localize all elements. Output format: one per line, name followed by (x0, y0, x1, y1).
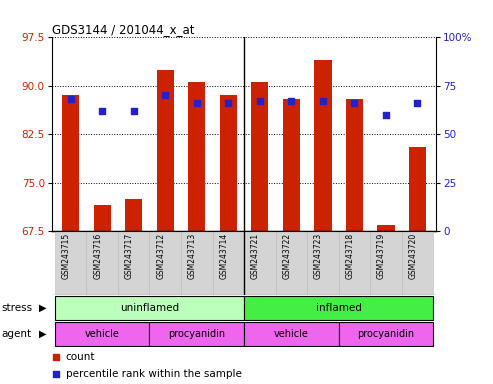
Text: GSM243712: GSM243712 (156, 233, 165, 279)
Bar (346, 99, 363, 231)
Bar (244, 322, 339, 346)
Bar (282, 99, 300, 231)
Bar (307, 231, 339, 295)
Bar (149, 231, 181, 295)
Text: inflamed: inflamed (316, 303, 361, 313)
Text: GSM243714: GSM243714 (219, 233, 228, 279)
Text: procyanidin: procyanidin (168, 329, 225, 339)
Bar (118, 231, 149, 295)
Bar (377, 225, 394, 231)
Text: procyanidin: procyanidin (357, 329, 415, 339)
Bar (251, 83, 269, 231)
Text: vehicle: vehicle (85, 329, 120, 339)
Text: count: count (66, 352, 95, 362)
Bar (94, 205, 111, 231)
Bar (62, 95, 79, 231)
Point (382, 112, 390, 118)
Text: percentile rank within the sample: percentile rank within the sample (66, 369, 242, 379)
Text: GSM243717: GSM243717 (125, 233, 134, 279)
Point (205, 291, 213, 297)
Text: stress: stress (1, 303, 33, 313)
Bar (212, 231, 244, 295)
Point (161, 92, 169, 98)
Bar (339, 231, 370, 295)
Text: vehicle: vehicle (274, 329, 309, 339)
Point (319, 98, 327, 104)
Bar (86, 231, 118, 295)
Text: GSM243720: GSM243720 (408, 233, 418, 279)
Text: GDS3144 / 201044_x_at: GDS3144 / 201044_x_at (52, 23, 194, 36)
Point (98, 108, 106, 114)
Text: GSM243715: GSM243715 (62, 233, 70, 279)
Bar (276, 231, 307, 295)
Text: GSM243719: GSM243719 (377, 233, 386, 279)
Point (351, 100, 358, 106)
Bar (149, 322, 244, 346)
Point (287, 98, 295, 104)
Text: ▶: ▶ (39, 329, 47, 339)
Text: GSM243722: GSM243722 (282, 233, 291, 279)
Text: GSM243721: GSM243721 (251, 233, 260, 279)
Bar (244, 296, 433, 319)
Bar (219, 95, 237, 231)
Text: GSM243716: GSM243716 (93, 233, 102, 279)
Bar (314, 60, 331, 231)
Bar (244, 231, 276, 295)
Bar (125, 199, 142, 231)
Bar (55, 322, 149, 346)
Bar (188, 83, 206, 231)
Text: uninflamed: uninflamed (120, 303, 179, 313)
Text: GSM243718: GSM243718 (346, 233, 354, 279)
Point (224, 100, 232, 106)
Bar (55, 296, 244, 319)
Bar (157, 70, 174, 231)
Point (193, 100, 201, 106)
Bar (409, 147, 426, 231)
Text: stress: stress (0, 383, 1, 384)
Bar (181, 231, 212, 295)
Bar (55, 231, 86, 295)
Point (205, 130, 213, 136)
Point (130, 108, 138, 114)
Point (256, 98, 264, 104)
Bar (339, 322, 433, 346)
Text: GSM243723: GSM243723 (314, 233, 323, 279)
Text: agent: agent (1, 329, 32, 339)
Text: GSM243713: GSM243713 (188, 233, 197, 279)
Point (67, 96, 74, 103)
Bar (402, 231, 433, 295)
Text: ▶: ▶ (0, 383, 1, 384)
Text: ▶: ▶ (39, 303, 47, 313)
Bar (370, 231, 402, 295)
Point (414, 100, 422, 106)
